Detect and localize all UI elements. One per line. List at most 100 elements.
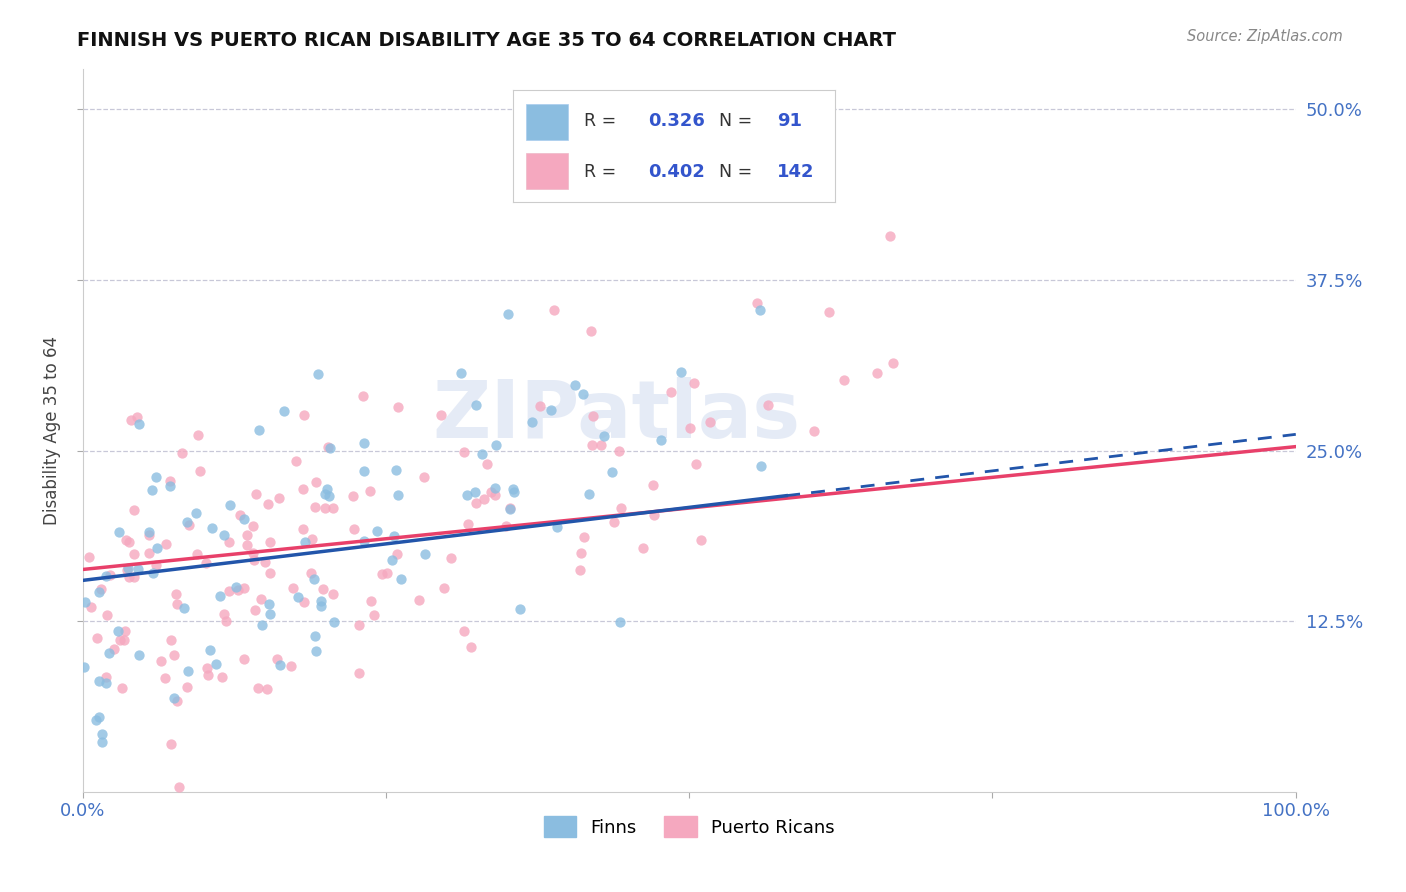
Point xyxy=(138,524,160,539)
Point xyxy=(471,447,494,461)
Point xyxy=(212,528,235,542)
Point xyxy=(176,680,198,694)
Point xyxy=(285,454,308,468)
Point xyxy=(153,671,176,685)
Point xyxy=(408,592,430,607)
Point xyxy=(283,581,305,595)
Point xyxy=(233,581,256,595)
Point xyxy=(572,387,595,401)
Point xyxy=(502,482,524,496)
Point xyxy=(749,303,772,318)
Point xyxy=(128,417,150,431)
Point xyxy=(186,506,208,520)
Point xyxy=(569,563,592,577)
Point xyxy=(112,632,135,647)
Point xyxy=(159,479,181,493)
Point xyxy=(464,485,486,500)
Point xyxy=(186,547,208,561)
Point xyxy=(429,408,451,422)
Point xyxy=(385,463,408,477)
Point xyxy=(581,438,603,452)
Point xyxy=(304,644,326,658)
Point xyxy=(413,470,436,484)
Point xyxy=(592,429,614,443)
Point xyxy=(80,600,103,615)
Point xyxy=(259,607,281,621)
Point xyxy=(699,415,721,429)
Point xyxy=(322,501,344,516)
Point xyxy=(145,470,167,484)
Point xyxy=(73,659,96,673)
Point xyxy=(128,648,150,663)
Point xyxy=(643,508,665,522)
Point xyxy=(456,488,478,502)
Point xyxy=(259,535,281,549)
Point xyxy=(84,713,107,727)
Point xyxy=(415,547,437,561)
Point xyxy=(243,603,266,617)
Point xyxy=(226,582,249,597)
Point xyxy=(385,547,408,561)
Point xyxy=(118,570,141,584)
Point xyxy=(247,423,270,437)
Point xyxy=(187,427,209,442)
Point xyxy=(103,642,125,657)
Point xyxy=(236,537,259,551)
Point xyxy=(198,643,221,657)
Point xyxy=(177,517,200,532)
Text: FINNISH VS PUERTO RICAN DISABILITY AGE 35 TO 64 CORRELATION CHART: FINNISH VS PUERTO RICAN DISABILITY AGE 3… xyxy=(77,31,897,50)
Point xyxy=(318,489,340,503)
Point xyxy=(882,356,904,370)
Point xyxy=(142,566,165,581)
Point xyxy=(212,607,235,621)
Point xyxy=(145,541,167,556)
Point xyxy=(475,457,498,471)
Point xyxy=(90,582,112,597)
Point xyxy=(682,376,704,391)
Point xyxy=(292,595,315,609)
Point xyxy=(176,516,198,530)
Point xyxy=(387,400,409,414)
Point xyxy=(294,535,316,549)
Point xyxy=(818,305,841,319)
Point xyxy=(302,572,325,586)
Point xyxy=(382,529,405,543)
Point xyxy=(225,580,247,594)
Point xyxy=(250,618,273,632)
Point xyxy=(141,864,163,879)
Point xyxy=(195,661,218,675)
Point xyxy=(432,582,454,596)
Point xyxy=(366,524,388,538)
Point xyxy=(245,487,267,501)
Point xyxy=(98,646,121,660)
Point xyxy=(166,597,188,611)
Point xyxy=(107,624,129,638)
Point xyxy=(160,737,183,751)
Point xyxy=(749,458,772,473)
Point xyxy=(509,602,531,616)
Point xyxy=(160,633,183,648)
Point xyxy=(280,658,302,673)
Point xyxy=(117,562,139,576)
Point xyxy=(582,409,605,423)
Point xyxy=(600,465,623,479)
Point xyxy=(138,546,160,560)
Point xyxy=(591,438,613,452)
Point xyxy=(96,607,118,622)
Point xyxy=(543,302,565,317)
Point xyxy=(503,485,526,500)
Point xyxy=(166,693,188,707)
Point xyxy=(669,365,692,379)
Point xyxy=(453,445,475,459)
Point xyxy=(745,296,768,310)
Point xyxy=(215,614,238,628)
Point xyxy=(495,519,517,533)
Point xyxy=(609,615,631,630)
Point xyxy=(484,488,506,502)
Point xyxy=(243,553,266,567)
Point xyxy=(218,583,240,598)
Point xyxy=(163,691,186,706)
Point xyxy=(205,657,228,672)
Point xyxy=(170,446,193,460)
Point xyxy=(138,528,160,542)
